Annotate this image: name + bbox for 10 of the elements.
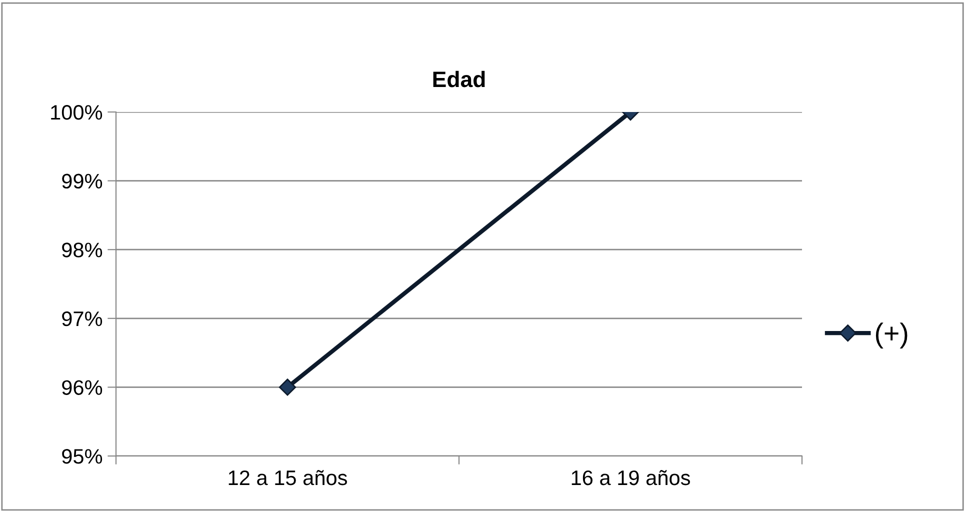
- legend-label: (+): [876, 322, 908, 349]
- x-tick-label: 12 a 15 años: [228, 470, 347, 486]
- y-tick-label: 97%: [62, 311, 102, 326]
- y-tick-label: 95%: [62, 449, 102, 464]
- y-tick-label: 99%: [62, 174, 102, 189]
- y-tick-label: 98%: [62, 242, 102, 258]
- chart-title: Edad: [433, 70, 485, 88]
- x-tick-label: 16 a 19 años: [572, 470, 690, 486]
- y-tick-label: 96%: [62, 380, 102, 395]
- y-tick-label: 100%: [51, 105, 102, 120]
